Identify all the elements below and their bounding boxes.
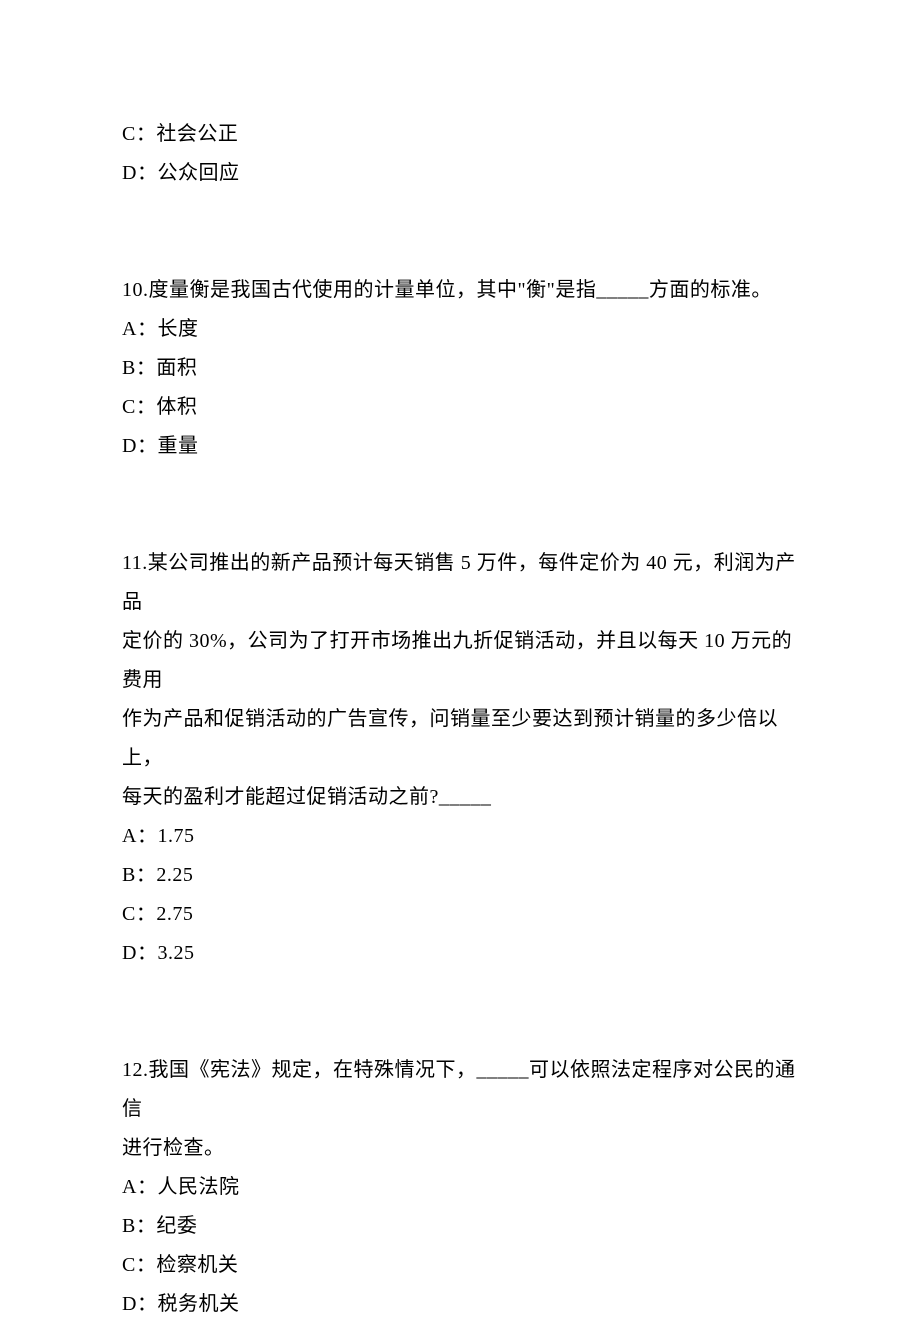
option-sep: ： bbox=[136, 123, 157, 145]
option-letter: D bbox=[122, 942, 137, 964]
stem-text: 我国《宪法》规定，在特殊情况下， bbox=[149, 1059, 477, 1081]
option-letter: C bbox=[122, 1254, 136, 1276]
question-number: 12 bbox=[122, 1059, 143, 1081]
option-letter: C bbox=[122, 123, 136, 145]
question-number: 10 bbox=[122, 279, 143, 301]
option-text: 体积 bbox=[156, 396, 197, 418]
option-sep: ： bbox=[136, 903, 157, 925]
option-c: C：体积 bbox=[122, 388, 800, 427]
option-d: D：3.25 bbox=[122, 934, 800, 973]
question-number: 11 bbox=[122, 552, 142, 574]
option-d: D：重量 bbox=[122, 427, 800, 466]
stem-text: 某公司推出的新产品预计每天销售 5 万件，每件定价为 40 元，利润为产品 bbox=[122, 552, 796, 613]
question-11-stem-line-2: 定价的 30%，公司为了打开市场推出九折促销活动，并且以每天 10 万元的费用 bbox=[122, 622, 800, 700]
option-d: D：公众回应 bbox=[122, 154, 800, 193]
question-11-stem-line-1: 11.某公司推出的新产品预计每天销售 5 万件，每件定价为 40 元，利润为产品 bbox=[122, 544, 800, 622]
option-sep: ： bbox=[137, 1293, 158, 1315]
option-sep: ： bbox=[137, 942, 158, 964]
option-c: C：检察机关 bbox=[122, 1246, 800, 1285]
option-sep: ： bbox=[136, 396, 157, 418]
question-11-block: 11.某公司推出的新产品预计每天销售 5 万件，每件定价为 40 元，利润为产品… bbox=[122, 544, 800, 973]
option-text: 纪委 bbox=[156, 1215, 197, 1237]
question-10-block: 10.度量衡是我国古代使用的计量单位，其中"衡"是指_____方面的标准。 A：… bbox=[122, 271, 800, 466]
option-text: 2.75 bbox=[156, 903, 193, 925]
question-11-stem-line-4: 每天的盈利才能超过促销活动之前?_____ bbox=[122, 778, 800, 817]
option-letter: B bbox=[122, 357, 136, 379]
option-sep: ： bbox=[137, 825, 158, 847]
stem-text: 方面的标准。 bbox=[649, 279, 772, 301]
blank: _____ bbox=[596, 279, 649, 301]
option-text: 公众回应 bbox=[157, 162, 239, 184]
option-letter: D bbox=[122, 1293, 137, 1315]
option-letter: A bbox=[122, 1176, 137, 1198]
option-letter: A bbox=[122, 318, 137, 340]
option-sep: ： bbox=[136, 1254, 157, 1276]
option-b: B：2.25 bbox=[122, 856, 800, 895]
option-a: A：人民法院 bbox=[122, 1168, 800, 1207]
option-text: 3.25 bbox=[157, 942, 194, 964]
option-b: B：面积 bbox=[122, 349, 800, 388]
option-text: 1.75 bbox=[157, 825, 194, 847]
option-text: 面积 bbox=[156, 357, 197, 379]
option-letter: A bbox=[122, 825, 137, 847]
option-letter: B bbox=[122, 1215, 136, 1237]
option-c: C：2.75 bbox=[122, 895, 800, 934]
option-letter: D bbox=[122, 162, 137, 184]
option-sep: ： bbox=[137, 162, 158, 184]
option-a: A：长度 bbox=[122, 310, 800, 349]
option-c: C：社会公正 bbox=[122, 115, 800, 154]
option-sep: ： bbox=[137, 435, 158, 457]
stem-text: 每天的盈利才能超过促销活动之前? bbox=[122, 786, 439, 808]
question-12-block: 12.我国《宪法》规定，在特殊情况下，_____可以依照法定程序对公民的通信 进… bbox=[122, 1051, 800, 1324]
option-text: 检察机关 bbox=[156, 1254, 238, 1276]
option-text: 重量 bbox=[157, 435, 198, 457]
option-text: 社会公正 bbox=[156, 123, 238, 145]
question-10-stem: 10.度量衡是我国古代使用的计量单位，其中"衡"是指_____方面的标准。 bbox=[122, 271, 800, 310]
option-d: D：税务机关 bbox=[122, 1285, 800, 1324]
option-text: 人民法院 bbox=[157, 1176, 239, 1198]
stem-text: 度量衡是我国古代使用的计量单位，其中"衡"是指 bbox=[149, 279, 597, 301]
option-letter: D bbox=[122, 435, 137, 457]
option-text: 长度 bbox=[157, 318, 198, 340]
option-letter: C bbox=[122, 903, 136, 925]
partial-question-block: C：社会公正 D：公众回应 bbox=[122, 115, 800, 193]
option-b: B：纪委 bbox=[122, 1207, 800, 1246]
option-text: 税务机关 bbox=[157, 1293, 239, 1315]
option-letter: B bbox=[122, 864, 136, 886]
question-12-stem-line-2: 进行检查。 bbox=[122, 1129, 800, 1168]
option-sep: ： bbox=[137, 1176, 158, 1198]
option-sep: ： bbox=[136, 357, 157, 379]
question-12-stem-line-1: 12.我国《宪法》规定，在特殊情况下，_____可以依照法定程序对公民的通信 bbox=[122, 1051, 800, 1129]
option-sep: ： bbox=[136, 1215, 157, 1237]
option-sep: ： bbox=[137, 318, 158, 340]
blank: _____ bbox=[477, 1059, 530, 1081]
option-a: A：1.75 bbox=[122, 817, 800, 856]
option-sep: ： bbox=[136, 864, 157, 886]
option-letter: C bbox=[122, 396, 136, 418]
option-text: 2.25 bbox=[156, 864, 193, 886]
blank: _____ bbox=[439, 786, 492, 808]
question-11-stem-line-3: 作为产品和促销活动的广告宣传，问销量至少要达到预计销量的多少倍以上， bbox=[122, 700, 800, 778]
